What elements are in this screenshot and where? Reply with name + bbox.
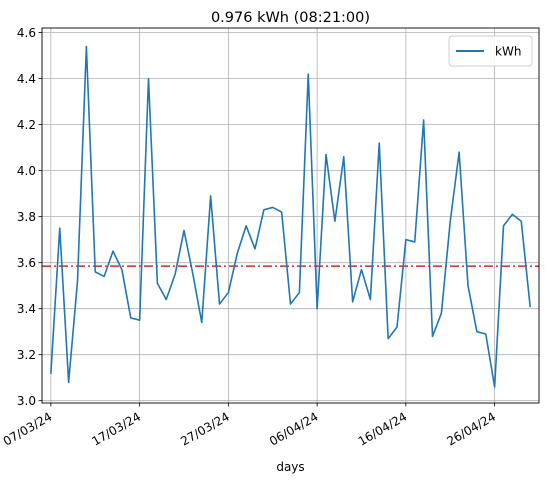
y-tick-label: 4.4 [17,72,36,86]
y-tick-label: 4.0 [17,164,36,178]
y-axis: 3.0 3.2 3.4 3.6 3.8 4.0 4.2 4.4 4.6 [17,26,42,408]
series-lines [50,45,532,388]
legend-box [448,35,533,67]
y-tick-label: 4.2 [17,118,36,132]
legend: kWh [448,35,533,67]
y-tick-label: 4.6 [17,26,36,40]
y-tick-label: 3.2 [17,348,36,362]
plot-frame [41,27,540,404]
y-tick-label: 3.8 [17,210,36,224]
y-tick-label: 3.4 [17,302,36,316]
y-tick-label: 3.6 [17,256,36,270]
legend-label-kwh: kWh [495,45,521,59]
grid-lines [42,28,539,403]
chart-title: 0.976 kWh (08:21:00) [211,10,370,26]
y-tick-label: 3.0 [17,394,36,408]
x-axis-label: days [276,460,304,474]
